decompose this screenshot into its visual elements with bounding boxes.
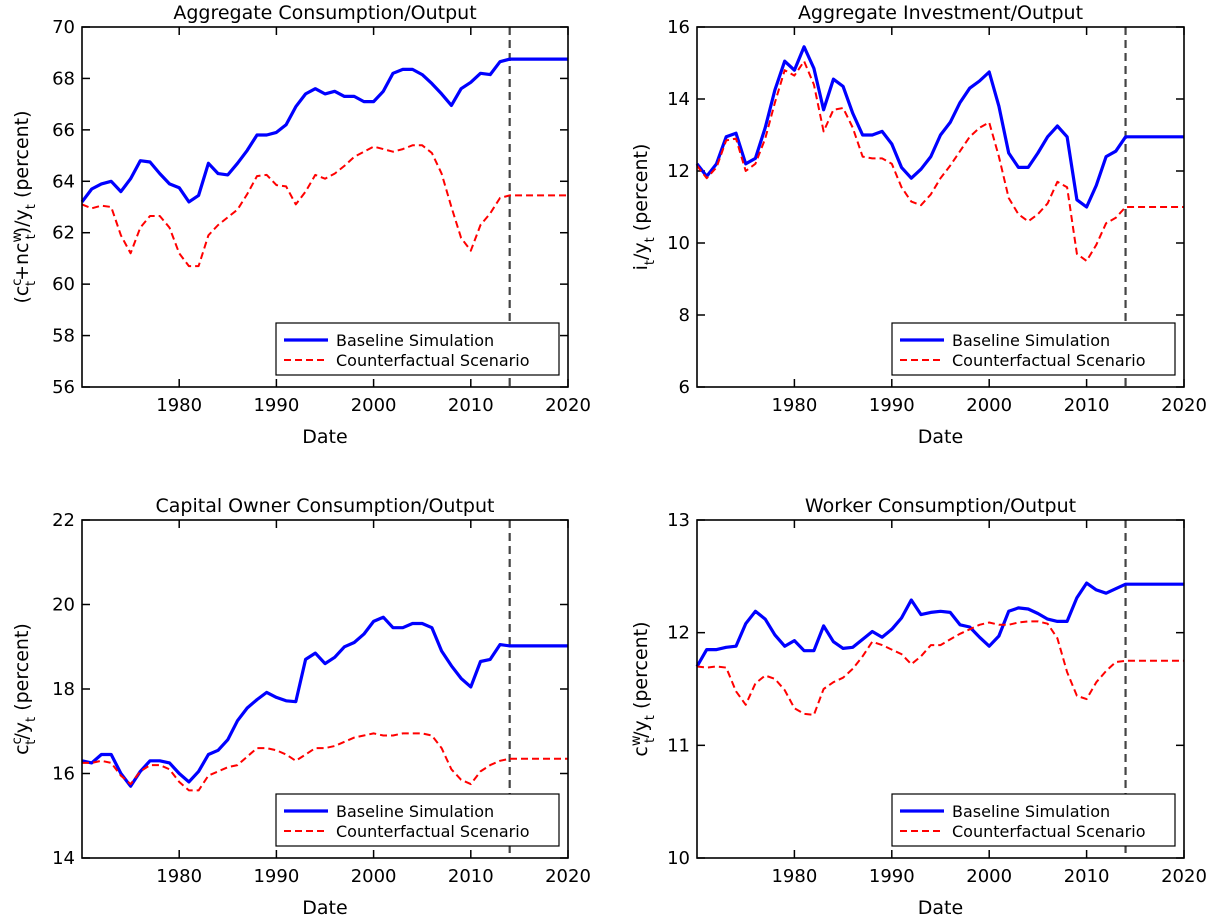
y-tick-label: 62 — [52, 223, 75, 244]
y-tick-label: 16 — [52, 764, 75, 785]
x-tick-label: 2000 — [966, 866, 1012, 887]
legend-box — [275, 793, 560, 847]
y-tick-label: 70 — [52, 17, 75, 38]
legend-box — [891, 793, 1176, 847]
x-tick-label: 2020 — [1161, 866, 1207, 887]
series-line-baseline — [81, 615, 568, 788]
legend-entry: Baseline Simulation — [952, 331, 1110, 350]
plot-frame — [696, 519, 1185, 859]
legend-entry: Counterfactual Scenario — [336, 351, 529, 370]
y-tick-label: 11 — [667, 735, 690, 756]
y-tick-label: 16 — [667, 17, 690, 38]
x-tick-label: 2010 — [1064, 395, 1110, 416]
x-tick-label: 2000 — [966, 395, 1012, 416]
x-tick-label: 1980 — [771, 395, 817, 416]
series-line-baseline — [695, 45, 1184, 209]
chart-panel-2: Aggregate Investment/Output Date it/yt (pe… — [630, 2, 1207, 448]
series-line-counterfactual — [696, 620, 1184, 716]
y-tick-label: 22 — [52, 510, 75, 531]
chart-title: Capital Owner Consumption/Output — [156, 495, 495, 517]
y-tick-label: 12 — [667, 623, 690, 644]
series-line-counterfactual — [696, 60, 1184, 262]
y-tick-label: 8 — [679, 305, 690, 326]
x-axis-label: Date — [918, 426, 963, 448]
y-tick-label: 12 — [667, 161, 690, 182]
x-tick-label: 1980 — [156, 395, 202, 416]
y-tick-label: 10 — [667, 848, 690, 869]
x-tick-label: 1990 — [253, 395, 299, 416]
chart-panel-4: Worker Consumption/Output Date cwt/yt (per… — [629, 495, 1207, 919]
series-line-counterfactual — [81, 144, 568, 268]
legend-box — [275, 322, 560, 376]
x-tick-label: 2020 — [545, 395, 591, 416]
x-tick-label: 2000 — [351, 866, 397, 887]
series-line-counterfactual — [82, 732, 568, 792]
x-tick-label: 1990 — [869, 395, 915, 416]
y-tick-label: 68 — [52, 68, 75, 89]
x-tick-label: 2000 — [351, 395, 397, 416]
legend-entry: Counterfactual Scenario — [952, 351, 1145, 370]
chart-panel-3: Capital Owner Consumption/Output Date cct/… — [10, 495, 591, 919]
y-tick-label: 13 — [667, 510, 690, 531]
x-axis-label: Date — [302, 426, 347, 448]
y-tick-label: 20 — [52, 595, 75, 616]
chart-title: Aggregate Investment/Output — [798, 2, 1083, 24]
y-tick-label: 58 — [52, 326, 75, 347]
chart-panel-1: Aggregate Consumption/Output Date (cct+ncw… — [10, 2, 591, 448]
x-axis-label: Date — [302, 897, 347, 919]
x-tick-label: 2020 — [1161, 395, 1207, 416]
y-tick-label: 6 — [679, 377, 690, 398]
y-axis-label: cwt/yt (percent) — [629, 621, 658, 756]
y-axis-label: it/yt (percent) — [630, 144, 658, 271]
x-axis-label: Date — [918, 897, 963, 919]
x-tick-label: 2010 — [448, 866, 494, 887]
y-tick-label: 14 — [667, 89, 690, 110]
legend-entry: Baseline Simulation — [952, 802, 1110, 821]
legend-box — [891, 322, 1176, 376]
x-tick-label: 1980 — [771, 866, 817, 887]
plot-frame — [81, 519, 569, 859]
legend-entry: Counterfactual Scenario — [336, 822, 529, 841]
y-tick-label: 10 — [667, 233, 690, 254]
y-axis-label: cct/yt (percent) — [10, 623, 39, 755]
x-tick-label: 1990 — [869, 866, 915, 887]
y-tick-label: 18 — [52, 679, 75, 700]
chart-title: Aggregate Consumption/Output — [173, 2, 476, 24]
x-tick-label: 1980 — [156, 866, 202, 887]
legend-entry: Counterfactual Scenario — [952, 822, 1145, 841]
legend-entry: Baseline Simulation — [336, 802, 494, 821]
x-tick-label: 2010 — [448, 395, 494, 416]
plot-frame — [81, 26, 569, 388]
y-tick-label: 66 — [52, 120, 75, 141]
y-tick-label: 64 — [52, 171, 75, 192]
plot-frame — [696, 26, 1185, 388]
y-tick-label: 56 — [52, 377, 75, 398]
series-line-baseline — [80, 57, 568, 204]
x-tick-label: 2020 — [545, 866, 591, 887]
series-line-baseline — [695, 581, 1184, 668]
legend-entry: Baseline Simulation — [336, 331, 494, 350]
x-tick-label: 2010 — [1064, 866, 1110, 887]
chart-title: Worker Consumption/Output — [805, 495, 1076, 517]
y-tick-label: 14 — [52, 848, 75, 869]
y-tick-label: 60 — [52, 274, 75, 295]
y-axis-label: (cct+ncwt)/yt (percent) — [10, 110, 39, 303]
x-tick-label: 1990 — [253, 866, 299, 887]
